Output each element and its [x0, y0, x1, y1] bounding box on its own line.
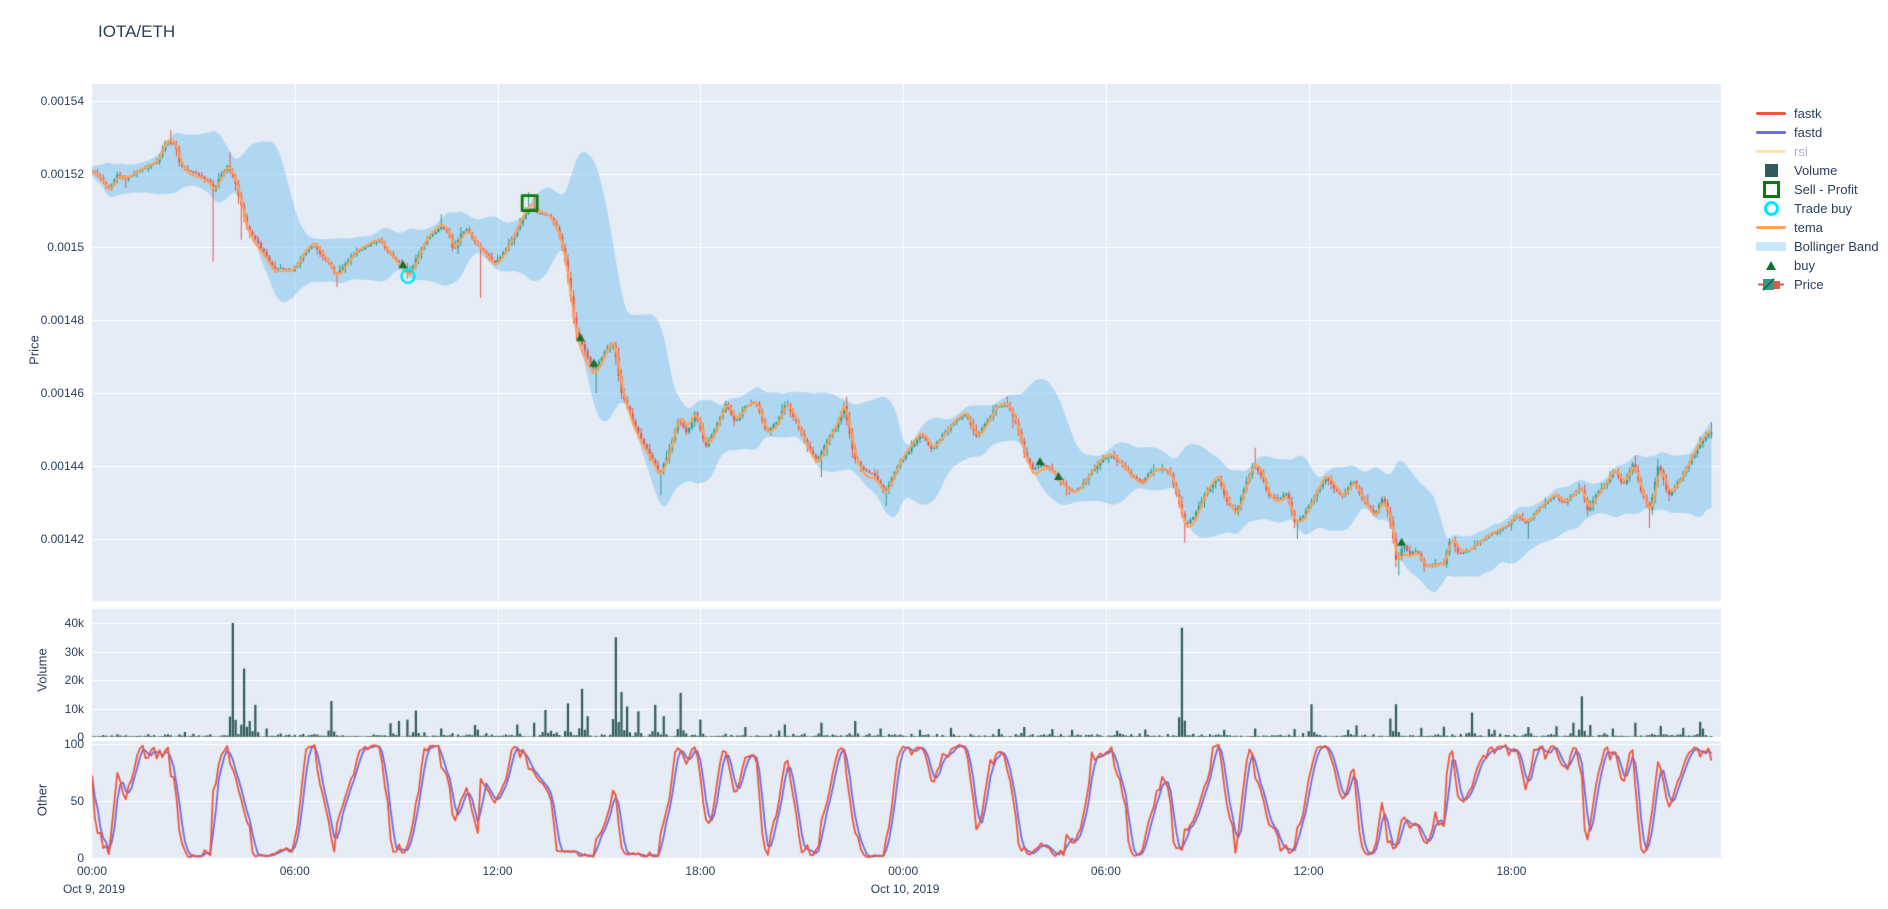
legend: fastk fastd rsi Volume Sell - Profit Trade bu… [1756, 104, 1879, 294]
x-tick-label: 12:00 [1293, 864, 1324, 878]
rsi-swatch-icon [1756, 150, 1786, 153]
legend-item-rsi[interactable]: rsi [1756, 142, 1879, 161]
legend-label: fastd [1794, 125, 1823, 140]
volume-axis-title: Volume [34, 648, 50, 692]
price-swatch-icon [1756, 277, 1786, 292]
legend-item-fastd[interactable]: fastd [1756, 123, 1879, 142]
price-tick-label: 0.00142 [40, 532, 84, 546]
legend-item-trade-buy[interactable]: Trade buy [1756, 199, 1879, 218]
volume-tick-label: 10k [64, 701, 84, 716]
legend-label: Trade buy [1794, 201, 1853, 216]
legend-label: fastk [1794, 106, 1822, 121]
x-tick-label: 00:00 [76, 864, 108, 878]
other-tick-label: 100 [63, 737, 84, 751]
x-tick-label: 12:00 [482, 864, 513, 878]
trade-buy-swatch-icon [1756, 201, 1786, 216]
x-tick-label: 06:00 [1090, 864, 1121, 878]
legend-item-tema[interactable]: tema [1756, 218, 1879, 237]
price-tick-label: 0.00144 [40, 459, 84, 473]
legend-label: Price [1794, 277, 1824, 292]
price-tick-label: 0.00152 [40, 167, 84, 181]
tema-swatch-icon [1756, 226, 1786, 229]
x-tick-label: 18:00 [1496, 864, 1527, 878]
price-tick-label: 0.00154 [40, 94, 84, 108]
other-axis-title: Other [34, 783, 50, 817]
x-date-label: Oct 9, 2019 [62, 882, 126, 896]
x-tick-label: 18:00 [685, 864, 716, 878]
chart-title: IOTA/ETH [98, 22, 176, 41]
fastd-swatch-icon [1756, 131, 1786, 134]
legend-label: Sell - Profit [1794, 182, 1858, 197]
legend-item-fastk[interactable]: fastk [1756, 104, 1879, 123]
volume-tick-label: 20k [64, 673, 84, 687]
legend-label: buy [1794, 258, 1815, 273]
fastk-swatch-icon [1756, 112, 1786, 115]
buy-swatch-icon [1756, 261, 1786, 270]
legend-label: Bollinger Band [1794, 239, 1879, 254]
legend-item-sell-profit[interactable]: Sell - Profit [1756, 180, 1879, 199]
x-tick-label: 00:00 [888, 864, 919, 878]
bollinger-band-swatch-icon [1756, 242, 1786, 251]
legend-item-volume[interactable]: Volume [1756, 161, 1879, 180]
price-tick-label: 0.00146 [40, 386, 84, 400]
legend-item-buy[interactable]: buy [1756, 256, 1879, 275]
price-tick-label: 0.0015 [47, 240, 84, 254]
volume-tick-label: 30k [64, 644, 84, 659]
legend-item-price[interactable]: Price [1756, 275, 1879, 294]
legend-label: rsi [1794, 144, 1808, 159]
volume-tick-label: 0 [77, 730, 84, 744]
x-tick-label: 06:00 [279, 864, 310, 878]
volume-tick-label: 40k [64, 616, 84, 630]
volume-swatch-icon [1756, 164, 1786, 177]
price-axis-title: Price [26, 335, 42, 365]
x-date-label: Oct 10, 2019 [870, 882, 940, 896]
price-tick-label: 0.00148 [40, 313, 84, 327]
legend-label: tema [1794, 220, 1823, 235]
other-tick-label: 0 [77, 851, 84, 865]
legend-label: Volume [1794, 163, 1838, 178]
legend-item-bollinger-band[interactable]: Bollinger Band [1756, 237, 1879, 256]
other-tick-label: 50 [70, 794, 84, 808]
sell-profit-swatch-icon [1756, 181, 1786, 198]
